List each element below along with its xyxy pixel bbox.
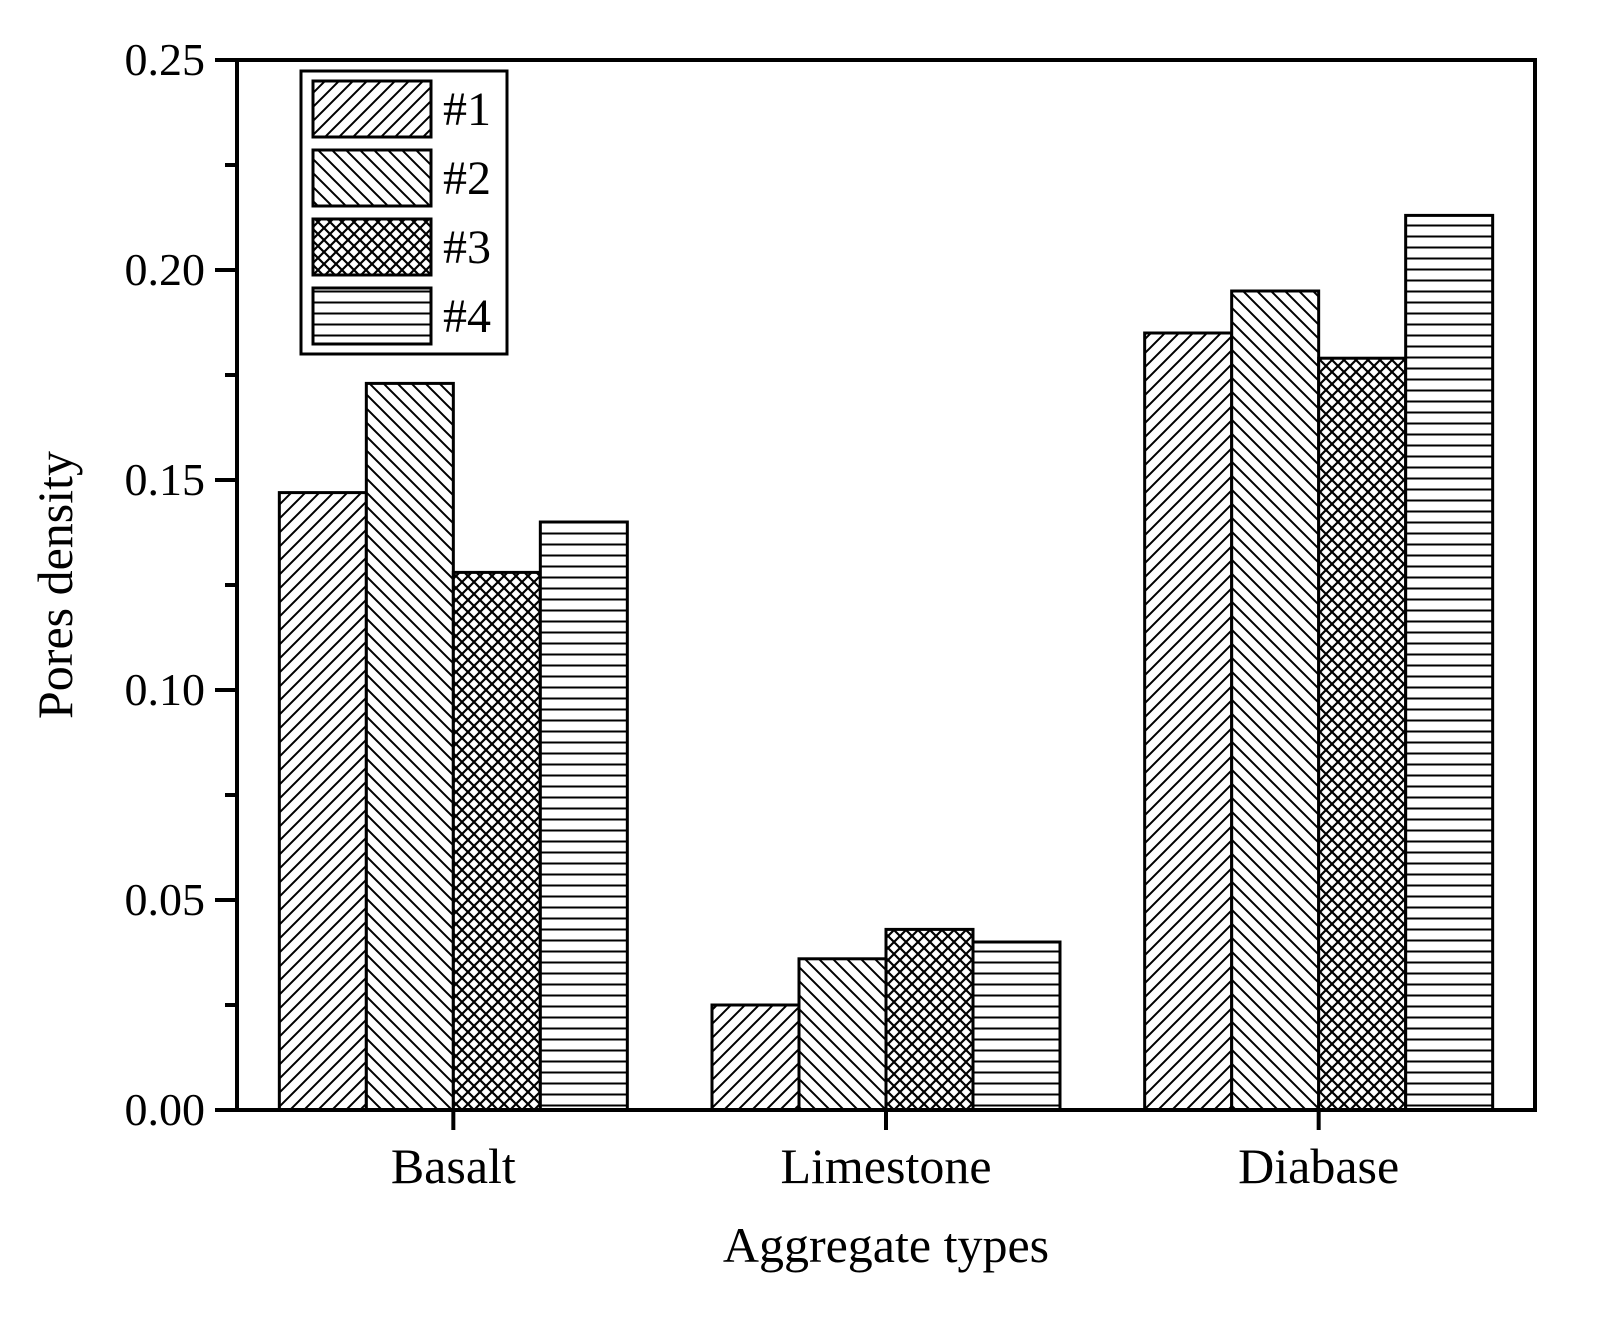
ticks-layer: 0.00 0.05 0.10 0.15 0.20 0.25 Basalt Limestone D… xyxy=(125,34,1400,1194)
bar-basalt-series-4 xyxy=(538,520,629,1112)
y-tick-label: 0.15 xyxy=(125,454,206,505)
bar-basalt-series-2 xyxy=(364,381,455,1112)
y-tick-label: 0.00 xyxy=(125,1084,206,1135)
legend-swatch-series-2 xyxy=(311,148,433,208)
bar-diabase-series-2 xyxy=(1230,289,1321,1112)
bar-diabase-series-4 xyxy=(1404,213,1495,1112)
x-tick-label: Diabase xyxy=(1238,1138,1399,1194)
legend-label-series-3: #3 xyxy=(443,221,491,274)
legend: #1 #2 #3 #4 xyxy=(299,69,509,356)
legend-label-series-4: #4 xyxy=(443,290,491,343)
y-axis-title: Pores density xyxy=(27,451,83,719)
x-axis-title: Aggregate types xyxy=(723,1217,1049,1273)
bar-basalt-series-3 xyxy=(451,570,542,1112)
bar-diabase-series-3 xyxy=(1317,356,1408,1112)
x-tick-label: Basalt xyxy=(391,1138,516,1194)
y-tick-label: 0.05 xyxy=(125,874,206,925)
bar-basalt-series-1 xyxy=(277,491,368,1112)
x-tick-label: Limestone xyxy=(780,1138,991,1194)
legend-label-series-1: #1 xyxy=(443,83,491,136)
bar-diabase-series-1 xyxy=(1143,331,1234,1112)
bar-limestone-series-2 xyxy=(797,957,888,1112)
legend-label-series-2: #2 xyxy=(443,152,491,205)
legend-swatch-series-1 xyxy=(311,79,433,139)
bar-limestone-series-4 xyxy=(971,940,1062,1112)
y-tick-label: 0.25 xyxy=(125,34,206,85)
bars-layer xyxy=(277,213,1495,1112)
y-tick-label: 0.10 xyxy=(125,664,206,715)
bar-limestone-series-1 xyxy=(710,1003,801,1112)
legend-swatch-series-4 xyxy=(311,286,433,346)
legend-swatch-series-3 xyxy=(311,217,433,277)
y-tick-label: 0.20 xyxy=(125,244,206,295)
bar-limestone-series-3 xyxy=(884,927,975,1112)
